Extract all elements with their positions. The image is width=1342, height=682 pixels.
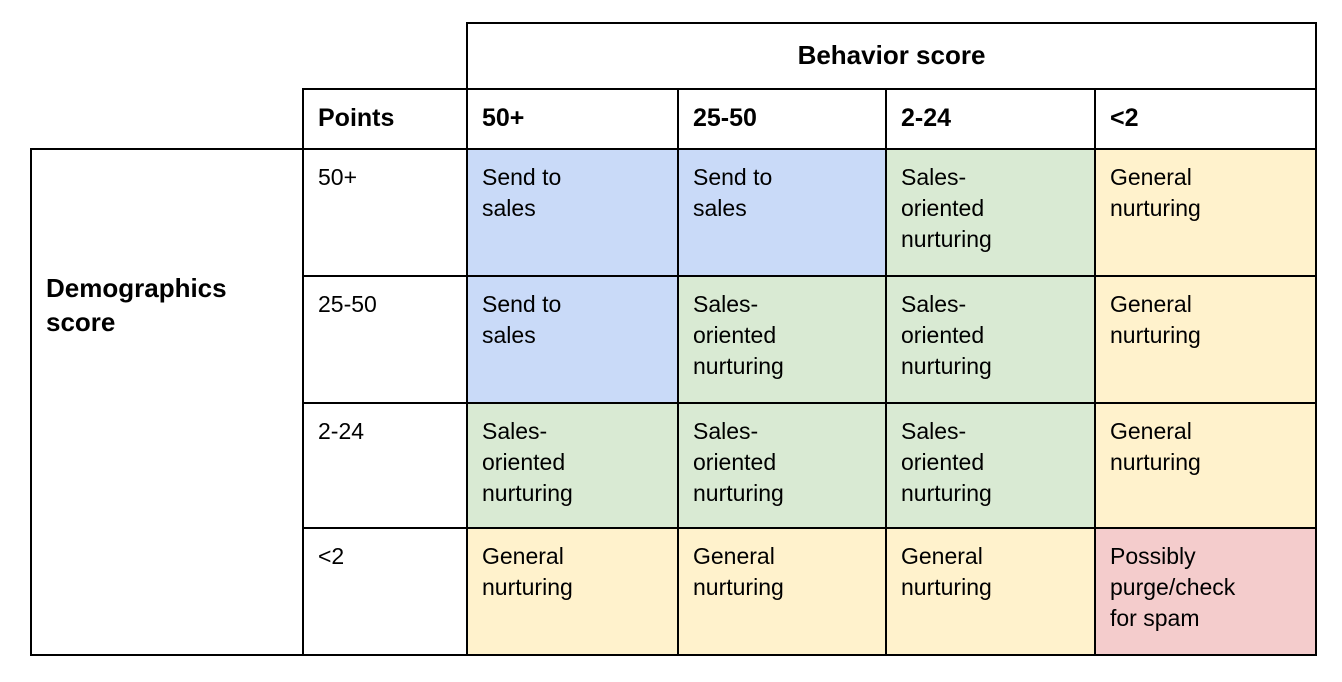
matrix-cell: Sales- oriented nurturing bbox=[677, 402, 887, 529]
lead-scoring-matrix: Behavior score Points 50+ 25-50 2-24 <2 … bbox=[30, 22, 1317, 656]
matrix-cell: Sales- oriented nurturing bbox=[466, 402, 679, 529]
scoring-table: Behavior score Points 50+ 25-50 2-24 <2 … bbox=[30, 22, 1317, 656]
table-row: 25-50 Send to sales Sales- oriented nurt… bbox=[31, 275, 1317, 404]
table-row: <2 General nurturing General nurturing G… bbox=[31, 527, 1317, 656]
row-label-lt2: <2 bbox=[302, 527, 468, 656]
matrix-cell: Sales- oriented nurturing bbox=[885, 402, 1096, 529]
column-header-50plus: 50+ bbox=[466, 88, 679, 150]
matrix-cell: Send to sales bbox=[466, 275, 679, 404]
column-headers-row: Points 50+ 25-50 2-24 <2 bbox=[31, 88, 1317, 150]
table-row: Demographics score 50+ Send to sales Sen… bbox=[30, 148, 1317, 656]
matrix-cell: Send to sales bbox=[677, 148, 887, 277]
table-row: 2-24 Sales- oriented nurturing Sales- or… bbox=[31, 402, 1317, 529]
matrix-cell: General nurturing bbox=[1094, 148, 1317, 277]
column-header-lt2: <2 bbox=[1094, 88, 1317, 150]
matrix-cell: General nurturing bbox=[1094, 402, 1317, 529]
demographics-score-header: Demographics score bbox=[30, 148, 304, 656]
row-label-50plus: 50+ bbox=[302, 148, 468, 277]
matrix-cell: General nurturing bbox=[677, 527, 887, 656]
matrix-cell: General nurturing bbox=[885, 527, 1096, 656]
behavior-score-header-row: Behavior score bbox=[31, 22, 1317, 90]
behavior-score-header: Behavior score bbox=[466, 22, 1317, 90]
empty-corner-left bbox=[31, 89, 303, 149]
matrix-cell: Possibly purge/check for spam bbox=[1094, 527, 1317, 656]
column-header-2-24: 2-24 bbox=[885, 88, 1096, 150]
column-header-25-50: 25-50 bbox=[677, 88, 887, 150]
row-label-25-50: 25-50 bbox=[302, 275, 468, 404]
empty-corner-top bbox=[31, 23, 467, 89]
matrix-cell: Sales- oriented nurturing bbox=[677, 275, 887, 404]
matrix-cell: Sales- oriented nurturing bbox=[885, 275, 1096, 404]
row-label-2-24: 2-24 bbox=[302, 402, 468, 529]
matrix-cell: General nurturing bbox=[466, 527, 679, 656]
matrix-cell: Send to sales bbox=[466, 148, 679, 277]
matrix-cell: General nurturing bbox=[1094, 275, 1317, 404]
matrix-cell: Sales- oriented nurturing bbox=[885, 148, 1096, 277]
points-header: Points bbox=[302, 88, 468, 150]
